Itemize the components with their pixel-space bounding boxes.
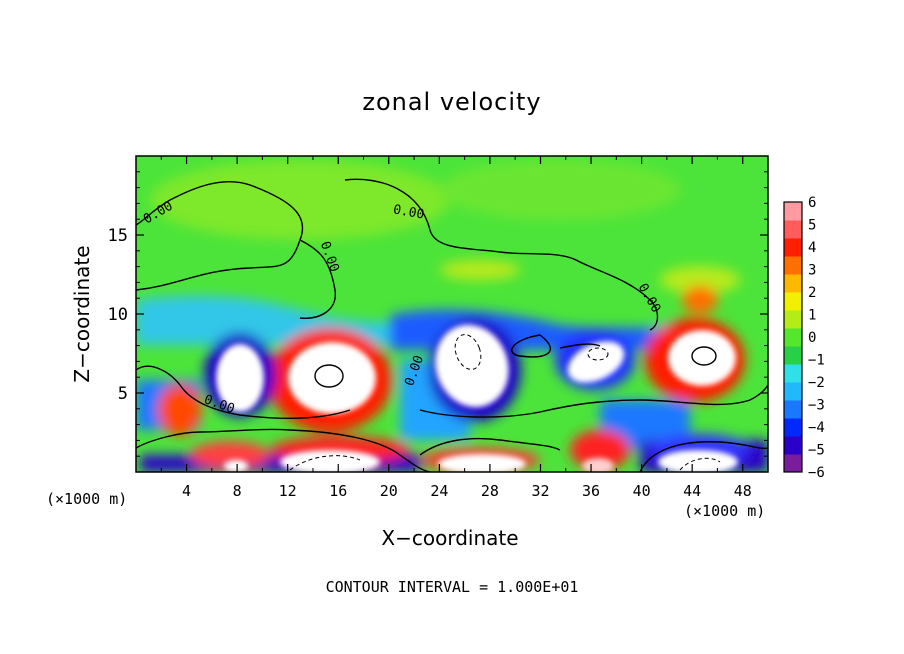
colorbar-label: −4 [808,420,825,436]
colorbar-swatch [784,220,802,239]
x-tick-label: 28 [481,482,499,500]
x-tick-label: 48 [734,482,752,500]
x-tick-label: 40 [633,482,651,500]
colorbar-swatch [784,274,802,293]
colorbar-label: 2 [808,285,816,301]
colorbar-frame [783,201,803,473]
colorbar-swatch [784,310,802,329]
colorbar-label: −3 [808,398,825,414]
y-axis-ticks: 5 10 15 [108,171,768,457]
x-tick-label: 32 [531,482,549,500]
colorbar-label: −6 [808,465,825,481]
x-tick-label: 4 [182,482,191,500]
colorbar-label: −2 [808,375,825,391]
negative-contours [289,334,721,471]
x-unit-label-left: (×1000 m) [46,490,128,508]
contour-label: 0.00 [392,202,425,222]
y-tick-label: 15 [108,226,128,246]
x-tick-label: 36 [582,482,600,500]
colorbar-swatch [784,436,802,455]
contour-interval-note: CONTOUR INTERVAL = 1.000E+01 [325,578,579,596]
chart-title: zonal velocity [362,88,542,116]
x-tick-label: 24 [430,482,448,500]
colorbar-swatch [784,454,802,473]
colorbar-swatch [784,256,802,275]
colorbar-swatch [784,364,802,383]
x-tick-label: 16 [329,482,347,500]
x-tick-label: 20 [380,482,398,500]
colorbar-swatch [784,292,802,311]
y-tick-label: 10 [108,305,128,325]
colorbar-swatch [784,382,802,401]
colorbar-swatch [784,346,802,365]
colorbar-swatch [784,238,802,257]
x-axis-ticks: 4 8 12 16 20 24 28 32 36 40 44 48 [160,156,752,500]
velocity-field [136,156,768,472]
colorbar-swatch [784,202,802,221]
colorbar-swatch [784,418,802,437]
colorbar-label: 6 [808,195,816,211]
x-tick-label: 12 [279,482,297,500]
y-tick-label: 5 [118,384,128,404]
colorbar-label: −1 [808,353,825,369]
x-tick-label: 8 [233,482,242,500]
x-tick-label: 44 [683,482,701,500]
colorbar-label: −5 [808,443,825,459]
colorbar-label: 0 [808,330,816,346]
colorbar-label: 3 [808,263,816,279]
colorbar-swatch [784,328,802,347]
colorbar-label: 5 [808,218,816,234]
colorbar: 6 5 4 3 2 1 0 −1 −2 −3 −4 −5 −6 [783,195,825,481]
x-axis-title: X−coordinate [381,526,519,550]
colorbar-swatch [784,400,802,419]
contour-lines [136,178,768,472]
colorbar-label: 4 [808,240,816,256]
colorbar-label: 1 [808,308,816,324]
x-unit-label-right: (×1000 m) [684,502,766,520]
